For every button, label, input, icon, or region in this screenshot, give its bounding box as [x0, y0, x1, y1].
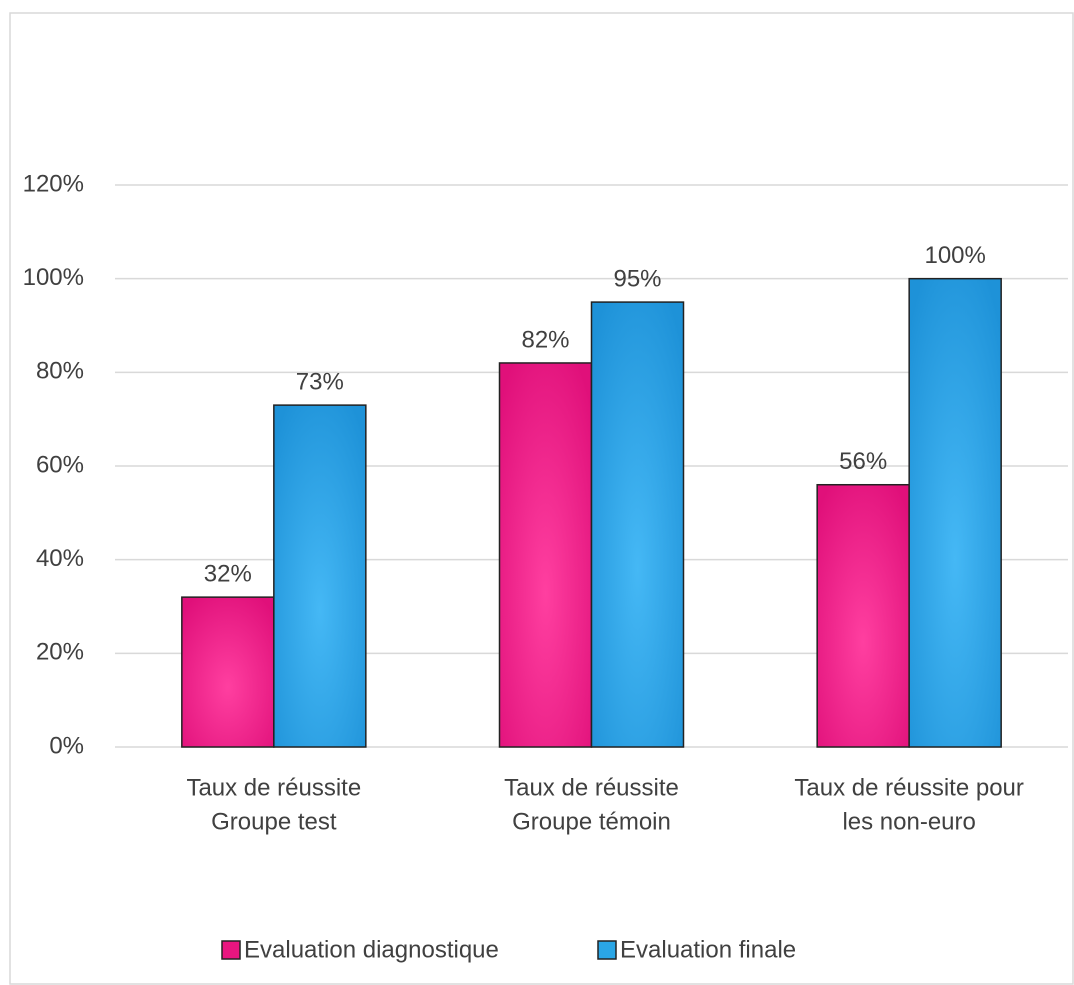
y-tick-label: 120%	[23, 170, 84, 197]
y-tick-label: 20%	[36, 639, 84, 666]
y-tick-label: 60%	[36, 451, 84, 478]
x-tick-label: Taux de réussite	[504, 774, 679, 801]
x-tick-label: Taux de réussite	[186, 774, 361, 801]
data-label: 82%	[521, 326, 569, 353]
bar	[908, 277, 1002, 748]
x-tick-label: les non-euro	[842, 808, 975, 835]
data-label: 32%	[204, 560, 252, 587]
data-label: 56%	[839, 448, 887, 475]
legend-label: Evaluation diagnostique	[244, 936, 499, 963]
bar	[273, 404, 367, 748]
data-label: 95%	[613, 265, 661, 292]
bar	[498, 362, 593, 748]
data-label: 100%	[924, 242, 985, 269]
legend-label: Evaluation finale	[620, 936, 796, 963]
bar	[816, 483, 910, 748]
y-tick-label: 40%	[36, 545, 84, 572]
legend-swatch	[597, 940, 617, 960]
data-label: 73%	[296, 368, 344, 395]
bar	[590, 301, 685, 748]
bar	[181, 596, 275, 748]
y-tick-label: 100%	[23, 264, 84, 291]
legend-swatch	[221, 940, 241, 960]
y-tick-label: 0%	[49, 732, 84, 759]
x-tick-label: Groupe test	[211, 808, 337, 835]
y-tick-label: 80%	[36, 358, 84, 385]
x-tick-label: Groupe témoin	[512, 808, 671, 835]
x-tick-label: Taux de réussite pour	[794, 774, 1023, 801]
